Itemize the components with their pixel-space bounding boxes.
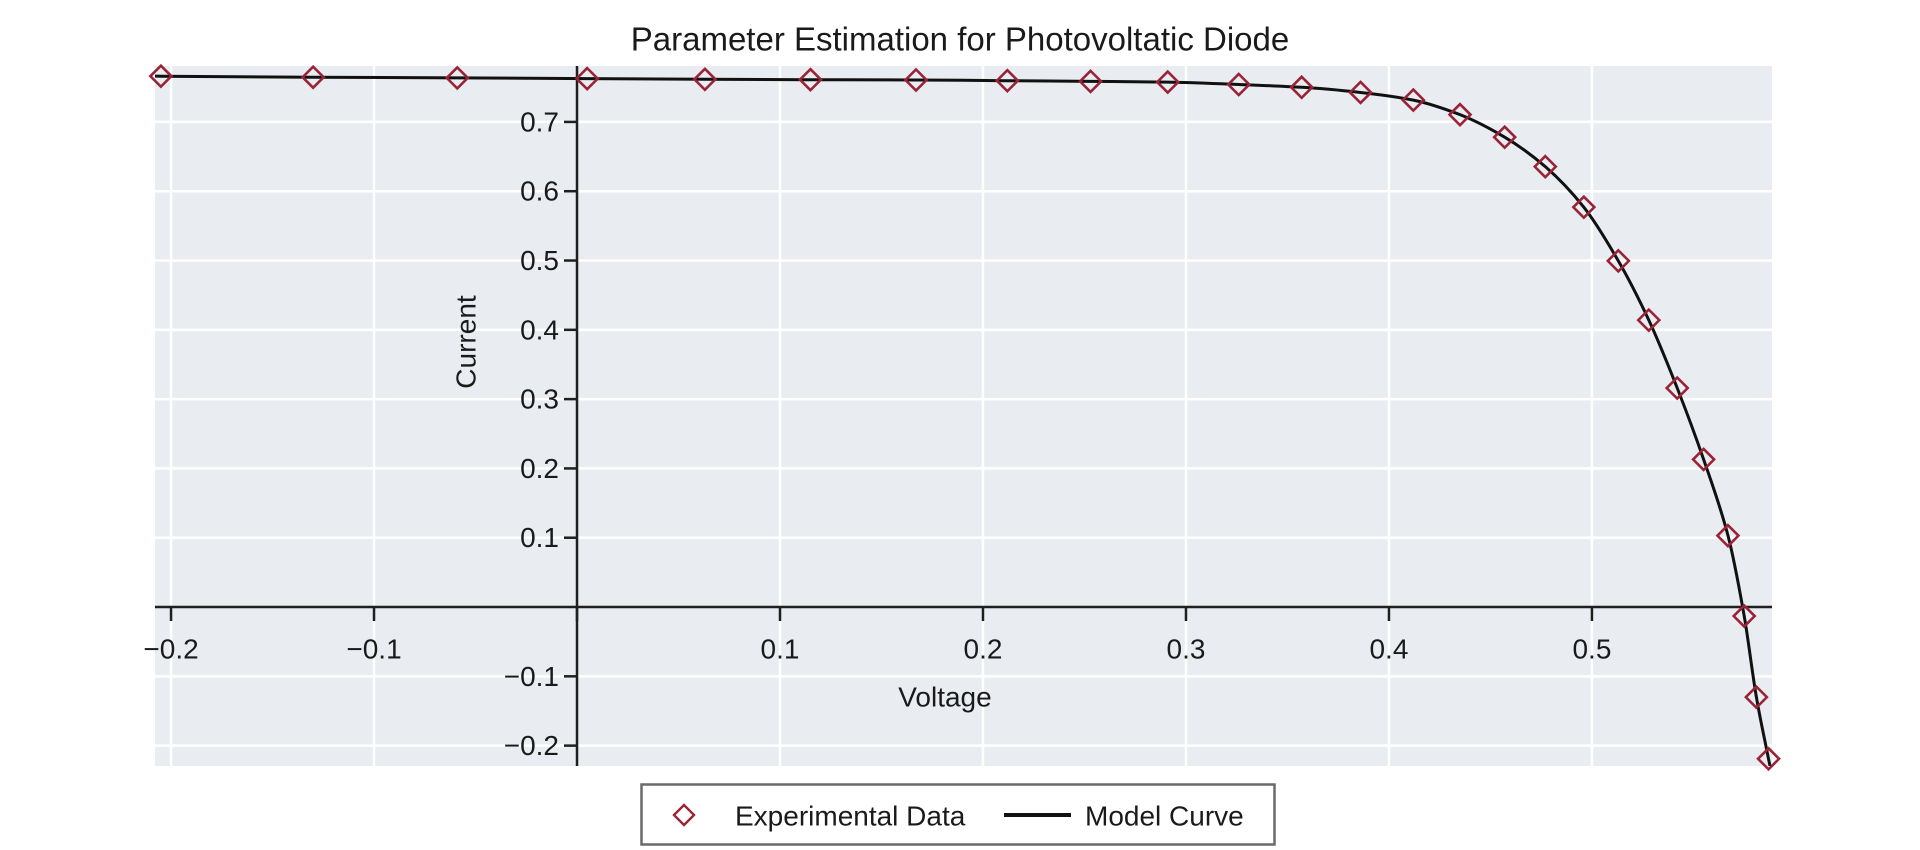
data-point-marker [798,67,823,92]
y-tick-label: 0.1 [520,522,559,553]
x-tick-label: 0.2 [964,634,1003,665]
data-point-marker [1606,248,1631,274]
y-tick-label: 0.4 [520,314,559,345]
data-point-marker [1400,87,1426,113]
legend: Experimental Data Model Curve [640,783,1276,846]
data-point-marker [1289,74,1315,100]
data-point-marker [148,63,174,89]
legend-box [640,783,1276,846]
data-point-marker [1532,154,1558,179]
plot-area [155,66,1772,766]
axis-tick-labels: −0.2 −0.1 0.1 0.2 0.3 0.4 0.5 0.7 0.6 0.5 0.4 0.3 0.… [143,106,1611,761]
y-tick-label: 0.6 [520,176,559,207]
x-tick-label: 0.1 [761,634,800,665]
data-point-marker [574,66,600,91]
data-point-marker [1664,375,1690,401]
data-point-marker [1447,102,1473,127]
data-point-marker [903,67,929,93]
data-point-marker [1492,124,1518,150]
model-curve-line [155,74,1772,766]
data-point-marker [995,68,1020,94]
data-point-marker [1756,746,1781,772]
data-point-marker [300,64,326,90]
data-point-marker [1078,69,1103,94]
data-point-marker [1731,603,1757,629]
data-point-marker [1744,684,1769,710]
data-point-marker [444,65,470,91]
data-point-marker [1636,307,1662,333]
legend-label-model: Model Curve [1085,801,1244,832]
x-tick-label: 0.5 [1572,634,1611,665]
y-tick-label: 0.2 [520,453,559,484]
y-tick-label: 0.5 [520,245,559,276]
x-tick-label: −0.2 [143,634,198,665]
chart-title: Parameter Estimation for Photovoltatic D… [631,21,1289,58]
axis-ticks [169,120,1594,747]
x-tick-label: −0.1 [346,634,401,665]
y-tick-label: 0.7 [520,106,559,137]
x-axis-label: Voltage [898,682,991,713]
y-tick-label: −0.2 [504,730,559,761]
data-point-marker [1348,80,1373,105]
axis-spines [155,66,1772,766]
experimental-data-marker-icon [672,803,696,827]
legend-label-experimental: Experimental Data [735,801,966,832]
data-point-marker [1155,69,1181,95]
y-axis-label: Current [451,295,482,389]
y-tick-label: −0.1 [504,661,559,692]
x-tick-label: 0.4 [1369,634,1408,665]
experimental-data-markers [148,63,1781,772]
data-point-marker [1571,194,1597,220]
data-point-marker [1226,72,1252,97]
data-point-marker [1691,447,1716,472]
data-point-marker [692,66,718,92]
gridlines [155,66,1772,766]
x-tick-label: 0.3 [1167,634,1206,665]
data-point-marker [1715,523,1741,548]
y-tick-label: 0.3 [520,384,559,415]
